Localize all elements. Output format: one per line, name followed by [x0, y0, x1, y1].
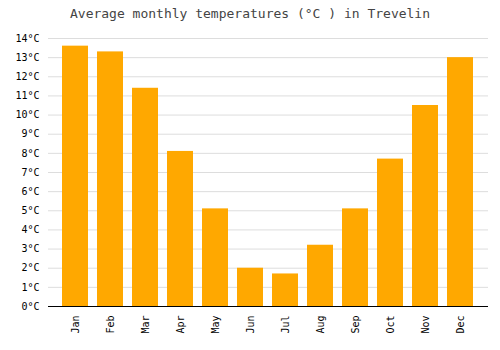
- svg-text:10°C: 10°C: [15, 109, 39, 120]
- svg-text:12°C: 12°C: [15, 71, 39, 82]
- svg-text:Sep: Sep: [350, 316, 361, 334]
- svg-text:Jan: Jan: [70, 316, 81, 334]
- svg-text:7°C: 7°C: [21, 167, 39, 178]
- svg-text:Mar: Mar: [140, 316, 151, 334]
- svg-text:8°C: 8°C: [21, 148, 39, 159]
- svg-text:5°C: 5°C: [21, 205, 39, 216]
- svg-text:Aug: Aug: [315, 316, 326, 334]
- svg-text:Oct: Oct: [385, 316, 396, 334]
- svg-text:3°C: 3°C: [21, 243, 39, 254]
- svg-text:6°C: 6°C: [21, 186, 39, 197]
- html-text:Average monthly temperatures (: Average monthly temperatures (°C ) in Tr…: [70, 6, 430, 21]
- svg-text:13°C: 13°C: [15, 52, 39, 63]
- svg-text:0°C: 0°C: [21, 301, 39, 312]
- svg-text:May: May: [210, 316, 221, 334]
- svg-text:11°C: 11°C: [15, 90, 39, 101]
- svg-text:Nov: Nov: [420, 316, 431, 334]
- svg-text:Feb: Feb: [105, 316, 116, 334]
- svg-text:9°C: 9°C: [21, 128, 39, 139]
- svg-text:14°C: 14°C: [15, 33, 39, 44]
- svg-text:Dec: Dec: [455, 316, 466, 334]
- svg-text:Jul: Jul: [280, 316, 291, 334]
- svg-text:Jun: Jun: [245, 316, 256, 334]
- svg-text:Apr: Apr: [175, 316, 186, 334]
- svg-text:2°C: 2°C: [21, 262, 39, 273]
- svg-text:4°C: 4°C: [21, 224, 39, 235]
- svg-text:1°C: 1°C: [21, 282, 39, 293]
